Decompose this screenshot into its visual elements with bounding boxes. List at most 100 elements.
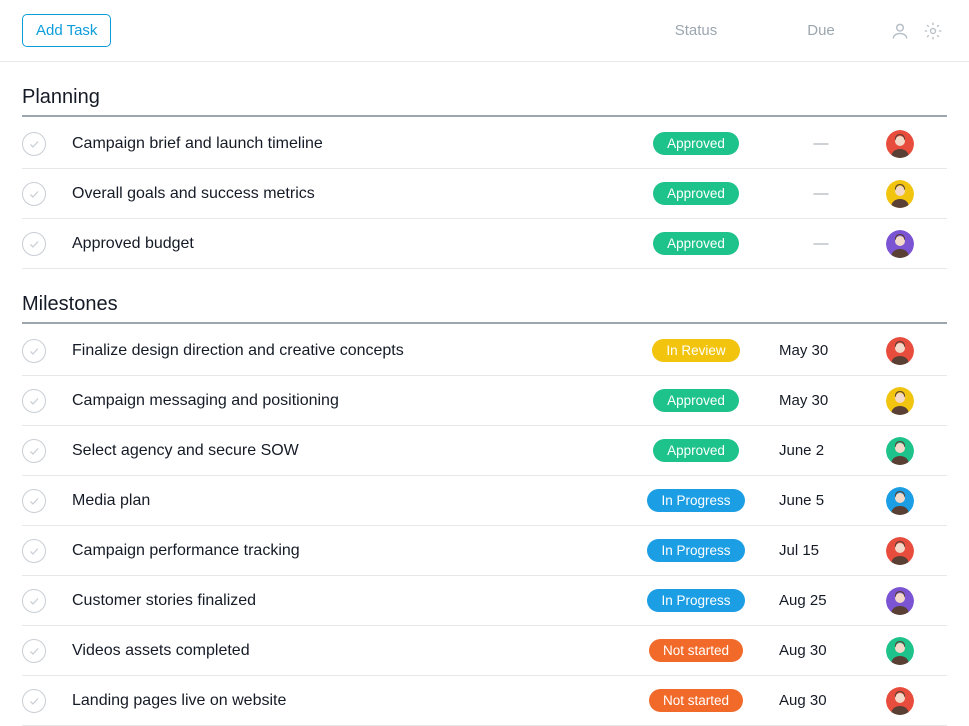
- check-icon: [28, 695, 40, 707]
- task-due[interactable]: June 2: [761, 442, 881, 459]
- status-pill: In Review: [652, 339, 739, 362]
- person-icon: [890, 21, 910, 41]
- complete-checkbox[interactable]: [22, 489, 62, 513]
- task-row[interactable]: Campaign performance trackingIn Progress…: [22, 526, 947, 576]
- task-due[interactable]: —: [761, 135, 881, 152]
- task-name[interactable]: Approved budget: [62, 235, 631, 253]
- task-assignee[interactable]: [881, 437, 919, 465]
- task-name[interactable]: Finalize design direction and creative c…: [62, 342, 631, 360]
- task-name[interactable]: Select agency and secure SOW: [62, 442, 631, 460]
- task-due[interactable]: May 30: [761, 392, 881, 409]
- task-due[interactable]: Aug 25: [761, 592, 881, 609]
- task-due[interactable]: —: [761, 235, 881, 252]
- task-name[interactable]: Campaign messaging and positioning: [62, 392, 631, 410]
- task-due[interactable]: June 5: [761, 492, 881, 509]
- complete-checkbox[interactable]: [22, 539, 62, 563]
- status-pill: Approved: [653, 132, 739, 155]
- check-icon: [28, 395, 40, 407]
- task-row[interactable]: Landing pages live on website Not started…: [22, 676, 947, 726]
- task-assignee[interactable]: [881, 230, 919, 258]
- complete-checkbox[interactable]: [22, 639, 62, 663]
- avatar: [886, 537, 914, 565]
- task-row[interactable]: Campaign messaging and positioning Approv…: [22, 376, 947, 426]
- task-assignee[interactable]: [881, 130, 919, 158]
- task-row[interactable]: Finalize design direction and creative c…: [22, 326, 947, 376]
- check-icon: [28, 345, 40, 357]
- add-task-button[interactable]: Add Task: [22, 14, 111, 47]
- status-pill: In Progress: [647, 589, 744, 612]
- task-status[interactable]: Approved: [631, 182, 761, 205]
- task-assignee[interactable]: [881, 687, 919, 715]
- status-pill: Not started: [649, 689, 743, 712]
- section-title: Planning: [22, 62, 947, 117]
- status-pill: Approved: [653, 182, 739, 205]
- avatar: [886, 387, 914, 415]
- task-due[interactable]: —: [761, 185, 881, 202]
- check-icon: [28, 495, 40, 507]
- task-section: PlanningCampaign brief and launch timeli…: [0, 62, 969, 269]
- avatar: [886, 437, 914, 465]
- task-status[interactable]: In Review: [631, 339, 761, 362]
- task-status[interactable]: Approved: [631, 389, 761, 412]
- check-icon: [28, 545, 40, 557]
- avatar: [886, 587, 914, 615]
- task-assignee[interactable]: [881, 637, 919, 665]
- task-assignee[interactable]: [881, 487, 919, 515]
- avatar: [886, 180, 914, 208]
- task-name[interactable]: Campaign brief and launch timeline: [62, 135, 631, 153]
- task-name[interactable]: Customer stories finalized: [62, 592, 631, 610]
- avatar: [886, 337, 914, 365]
- task-due[interactable]: May 30: [761, 342, 881, 359]
- task-row[interactable]: Campaign brief and launch timeline Approv…: [22, 119, 947, 169]
- task-assignee[interactable]: [881, 337, 919, 365]
- complete-checkbox[interactable]: [22, 689, 62, 713]
- task-status[interactable]: Approved: [631, 132, 761, 155]
- section-title: Milestones: [22, 269, 947, 324]
- task-status[interactable]: Not started: [631, 639, 761, 662]
- task-row[interactable]: Media plan In Progress June 5: [22, 476, 947, 526]
- task-row[interactable]: Select agency and secure SOW Approved June…: [22, 426, 947, 476]
- complete-checkbox[interactable]: [22, 232, 62, 256]
- task-due[interactable]: Aug 30: [761, 642, 881, 659]
- task-row[interactable]: Approved budget Approved —: [22, 219, 947, 269]
- complete-checkbox[interactable]: [22, 589, 62, 613]
- check-icon: [28, 238, 40, 250]
- task-assignee[interactable]: [881, 587, 919, 615]
- task-status[interactable]: Not started: [631, 689, 761, 712]
- task-status[interactable]: Approved: [631, 439, 761, 462]
- task-name[interactable]: Videos assets completed: [62, 642, 631, 660]
- task-assignee[interactable]: [881, 537, 919, 565]
- avatar: [886, 230, 914, 258]
- complete-checkbox[interactable]: [22, 439, 62, 463]
- task-section: Milestones Finalize design direction and …: [0, 269, 969, 726]
- task-assignee[interactable]: [881, 180, 919, 208]
- complete-checkbox[interactable]: [22, 132, 62, 156]
- task-assignee[interactable]: [881, 387, 919, 415]
- task-name[interactable]: Media plan: [62, 492, 631, 510]
- task-name[interactable]: Campaign performance tracking: [62, 542, 631, 560]
- task-name[interactable]: Overall goals and success metrics: [62, 185, 631, 203]
- complete-checkbox[interactable]: [22, 182, 62, 206]
- task-status[interactable]: In Progress: [631, 589, 761, 612]
- task-status[interactable]: Approved: [631, 232, 761, 255]
- settings-button[interactable]: [919, 21, 947, 41]
- task-row[interactable]: Overall goals and success metrics Approve…: [22, 169, 947, 219]
- status-pill: Approved: [653, 389, 739, 412]
- avatar: [886, 687, 914, 715]
- task-status[interactable]: In Progress: [631, 539, 761, 562]
- complete-checkbox[interactable]: [22, 339, 62, 363]
- status-pill: Approved: [653, 439, 739, 462]
- task-row[interactable]: Videos assets completedNot startedAug 30: [22, 626, 947, 676]
- task-due[interactable]: Aug 30: [761, 692, 881, 709]
- task-name[interactable]: Landing pages live on website: [62, 692, 631, 710]
- column-header-due: Due: [761, 22, 881, 39]
- status-pill: Approved: [653, 232, 739, 255]
- task-due[interactable]: Jul 15: [761, 542, 881, 559]
- task-row[interactable]: Customer stories finalized In Progress Aug…: [22, 576, 947, 626]
- task-status[interactable]: In Progress: [631, 489, 761, 512]
- status-pill: In Progress: [647, 489, 744, 512]
- check-icon: [28, 188, 40, 200]
- column-header-status: Status: [631, 22, 761, 39]
- complete-checkbox[interactable]: [22, 389, 62, 413]
- toolbar: Add Task Status Due: [0, 0, 969, 62]
